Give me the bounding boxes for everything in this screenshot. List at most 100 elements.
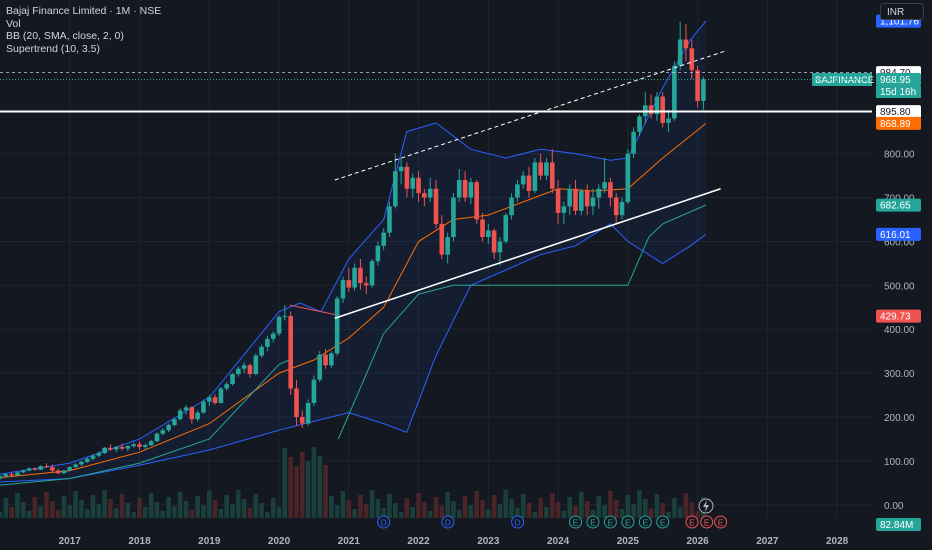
- candle-body: [218, 388, 224, 403]
- candle-body: [15, 472, 20, 476]
- volume-bar: [166, 497, 171, 518]
- volume-bar: [230, 504, 235, 518]
- candle-body: [346, 280, 352, 288]
- price-label: 968.95: [880, 75, 911, 86]
- price-label: 616.01: [880, 230, 911, 241]
- candle-body: [555, 188, 561, 213]
- candle-body: [509, 197, 514, 216]
- volume-label: 82.84M: [880, 520, 913, 531]
- volume-bar: [102, 490, 107, 518]
- x-tick-label: 2025: [617, 536, 640, 547]
- price-label: 429.73: [880, 312, 911, 323]
- event-marker-earnings: [603, 515, 617, 529]
- volume-bar: [631, 504, 636, 518]
- volume-bar: [544, 507, 549, 518]
- candle-body: [532, 162, 538, 191]
- indicator-bb[interactable]: BB (20, SMA, close, 2, 0): [6, 30, 124, 42]
- candle-body: [44, 466, 49, 468]
- candle-body: [96, 453, 102, 456]
- volume-bar: [387, 494, 392, 518]
- supertrend-down-line: [289, 304, 339, 316]
- volume-bar: [584, 501, 590, 518]
- event-marker-earnings: [714, 515, 728, 529]
- y-tick-label: 600.00: [884, 237, 915, 248]
- volume-bar: [119, 494, 125, 518]
- price-label-box: [876, 72, 921, 86]
- countdown-label: 15d 16h: [880, 87, 916, 98]
- x-tick-label: 2021: [338, 536, 361, 547]
- volume-bar: [596, 496, 602, 518]
- candle-body: [73, 464, 78, 468]
- candle-body: [613, 197, 619, 216]
- volume-bar: [398, 512, 404, 518]
- volume-bar: [172, 506, 177, 518]
- event-marker-dividend: [441, 515, 455, 529]
- candle-body: [265, 338, 270, 347]
- indicator-vol[interactable]: Vol: [6, 17, 21, 30]
- candle-body: [294, 388, 299, 418]
- x-tick-label: 2026: [686, 536, 709, 547]
- y-tick-label: 800.00: [884, 150, 915, 161]
- candle-body: [154, 433, 160, 442]
- candle-body: [404, 166, 410, 189]
- candle-body: [398, 166, 404, 172]
- volume-bar: [50, 501, 55, 518]
- event-marker-label: E: [642, 518, 648, 528]
- price-label-box: [876, 105, 921, 119]
- bb-fill: [0, 21, 706, 482]
- volume-bar: [154, 502, 160, 518]
- candle-body: [270, 333, 276, 339]
- candle-body: [474, 182, 479, 220]
- candle-body: [340, 280, 346, 299]
- candle-body: [369, 261, 375, 286]
- volume-bar: [613, 500, 619, 518]
- candle-body: [50, 467, 55, 471]
- volume-bar: [340, 491, 346, 518]
- volume-bar: [509, 499, 514, 518]
- candle-body: [38, 466, 43, 470]
- x-tick-label: 2023: [477, 536, 500, 547]
- symbol-title[interactable]: Bajaj Finance Limited · 1M · NSE: [6, 5, 162, 17]
- supertrend-up-line: [0, 359, 290, 486]
- volume-bar: [55, 510, 61, 518]
- volume-bar: [61, 496, 67, 518]
- y-tick-label: 200.00: [884, 413, 915, 424]
- volume-bar: [84, 509, 90, 518]
- indicator-supertrend[interactable]: Supertrend (10, 3.5): [6, 42, 100, 55]
- candle-body: [590, 197, 596, 207]
- candle-body: [486, 230, 491, 238]
- candle-body: [608, 182, 613, 198]
- candle-body: [212, 397, 218, 403]
- volume-bar: [148, 493, 154, 518]
- volume-bar: [253, 494, 259, 518]
- candle-body: [544, 162, 549, 176]
- volume-bar: [143, 507, 148, 518]
- flash-icon-glyph: [702, 500, 709, 512]
- volume-bar: [288, 457, 293, 518]
- volume-bar: [468, 505, 474, 518]
- trendline-1: [334, 188, 721, 320]
- bb-upper-line: [0, 20, 707, 475]
- currency-button[interactable]: INR: [880, 3, 924, 20]
- event-marker-label: E: [625, 518, 631, 528]
- volume-bar: [689, 502, 695, 518]
- volume-bar: [282, 448, 288, 518]
- x-tick-label: 2020: [268, 536, 291, 547]
- volume-bar: [474, 491, 479, 518]
- price-label: 1,101.76: [880, 17, 919, 28]
- candle-body: [672, 65, 677, 119]
- candle-body: [433, 188, 439, 224]
- candle-body: [422, 193, 427, 198]
- candle-body: [631, 131, 636, 154]
- candle-body: [276, 316, 282, 334]
- candle-body: [462, 179, 468, 198]
- volume-bar: [642, 499, 648, 518]
- volume-bar: [381, 508, 386, 518]
- candles: [0, 21, 706, 480]
- volume-bar: [549, 493, 555, 518]
- volume-bar: [294, 466, 299, 518]
- volume-bar: [311, 447, 317, 518]
- volume-bar: [241, 499, 247, 518]
- volume-bar: [410, 507, 416, 518]
